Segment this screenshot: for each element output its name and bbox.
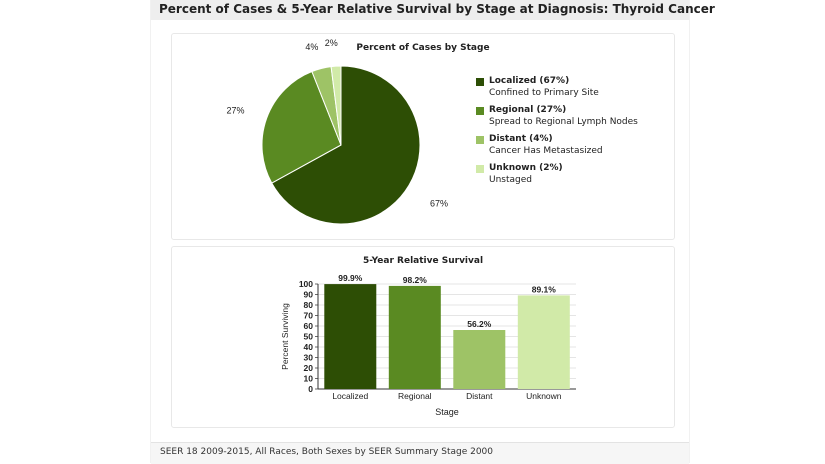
y-tick-label: 80 (304, 300, 314, 310)
bar-regional (388, 285, 441, 389)
footer: SEER 18 2009-2015, All Races, Both Sexes… (151, 442, 689, 464)
pie-chart-panel: Percent of Cases by Stage 67% 27% 4% 2% Loc… (171, 33, 675, 240)
pie-legend: Localized (67%) Confined to Primary Site… (476, 76, 666, 192)
x-tick-label-regional: Regional (398, 391, 432, 401)
y-tick-label: 90 (304, 290, 314, 300)
legend-label-unknown: Unknown (2%) (489, 163, 563, 173)
legend-item-distant: Distant (4%) Cancer Has Metastasized (476, 134, 666, 163)
bar-value-label-unknown: 89.1% (532, 284, 557, 294)
y-tick-label: 30 (304, 353, 314, 363)
pie-chart: 67% 27% 4% 2% (226, 38, 448, 225)
pie-slice-regional (261, 70, 342, 184)
bar-chart-title: 5-Year Relative Survival (362, 256, 484, 266)
x-axis-label: Stage (435, 407, 459, 417)
pie-label-regional: 27% (226, 106, 244, 116)
y-tick-label: 60 (304, 321, 314, 331)
bar-localized (324, 284, 377, 389)
legend-label-distant: Distant (4%) (489, 134, 553, 144)
x-tick-label-unknown: Unknown (526, 391, 562, 401)
bar-unknown (517, 295, 570, 389)
legend-swatch-regional (476, 107, 484, 115)
legend-swatch-localized (476, 78, 484, 86)
pie-label-localized: 67% (430, 198, 448, 208)
y-tick-label: 20 (304, 363, 314, 373)
y-tick-label: 0 (308, 384, 313, 394)
pie-label-unknown: 2% (325, 38, 338, 48)
legend-item-localized: Localized (67%) Confined to Primary Site (476, 76, 666, 105)
y-tick-label: 70 (304, 311, 314, 321)
footer-source: SEER 18 2009-2015, All Races, Both Sexes… (160, 447, 494, 457)
pie-slice-localized (271, 65, 421, 225)
legend-label-localized: Localized (67%) (489, 76, 570, 86)
bar-distant (453, 330, 506, 389)
page-title-bar: Percent of Cases & 5-Year Relative Survi… (151, 0, 715, 20)
page-title: Percent of Cases & 5-Year Relative Survi… (159, 2, 715, 16)
y-tick-label: 40 (304, 342, 314, 352)
y-tick-label: 50 (304, 332, 314, 342)
y-tick-label: 100 (299, 279, 313, 289)
legend-item-regional: Regional (27%) Spread to Regional Lymph … (476, 105, 666, 134)
report-frame: Percent of Cases & 5-Year Relative Survi… (150, 0, 715, 464)
bar-value-label-localized: 99.9% (338, 273, 363, 283)
legend-desc-localized: Confined to Primary Site (489, 88, 599, 98)
y-tick-label: 10 (304, 374, 314, 384)
legend-label-regional: Regional (27%) (489, 105, 567, 115)
legend-desc-regional: Spread to Regional Lymph Nodes (489, 117, 638, 127)
legend-swatch-unknown (476, 165, 484, 173)
y-axis-label: Percent Surviving (280, 303, 290, 370)
bar-value-label-distant: 56.2% (467, 319, 492, 329)
x-tick-label-distant: Distant (466, 391, 493, 401)
bar-chart-panel: 5-Year Relative Survival 0 10 20 30 40 50 60 70… (171, 246, 675, 428)
legend-desc-unknown: Unstaged (489, 175, 532, 185)
pie-slice-unknown (330, 65, 342, 146)
legend-item-unknown: Unknown (2%) Unstaged (476, 163, 666, 192)
legend-swatch-distant (476, 136, 484, 144)
pie-label-distant: 4% (305, 42, 318, 52)
x-tick-label-localized: Localized (332, 391, 368, 401)
bar-value-label-regional: 98.2% (403, 275, 428, 285)
legend-desc-distant: Cancer Has Metastasized (489, 146, 603, 156)
pie-chart-title: Percent of Cases by Stage (356, 43, 490, 53)
